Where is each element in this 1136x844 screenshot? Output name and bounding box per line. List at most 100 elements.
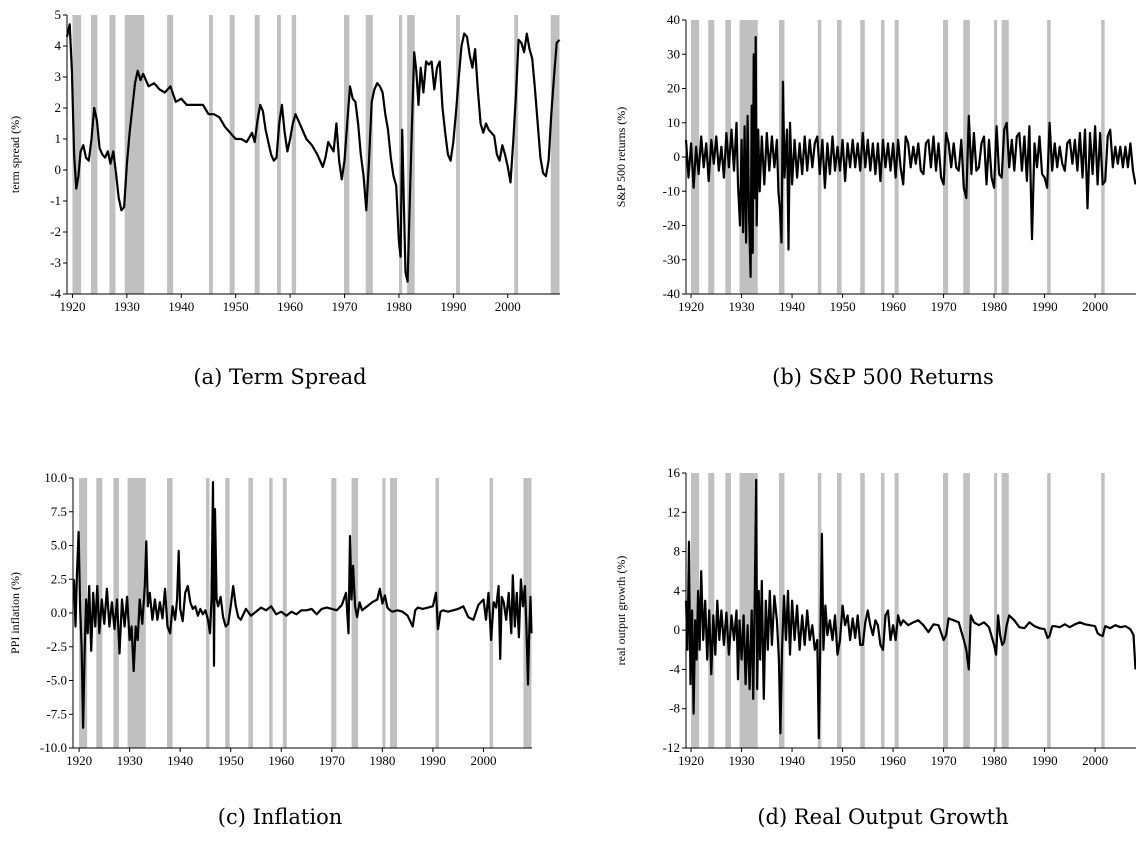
y-tick-label: 20	[667, 81, 680, 96]
recession-band-8	[277, 15, 281, 294]
y-axis-label: S&P 500 returns (%)	[614, 107, 628, 208]
recession-band-1	[708, 473, 715, 748]
term-spread-chart: -4 -3 -2 -1 0 1 2 3 4 5 1920 1930 1940 1950 1960 1970 19…	[8, 7, 561, 314]
y-tick-label: 40	[667, 12, 680, 27]
recession-band-6	[225, 478, 230, 748]
x-tick-label: 1920	[678, 299, 704, 314]
y-tick-label: -4	[669, 661, 680, 676]
y-tick-label: -8	[669, 701, 680, 716]
x-tick-label: 1990	[440, 299, 466, 314]
recession-band-7	[248, 478, 253, 748]
recession-band-12	[382, 478, 386, 748]
x-tick-label: 1930	[117, 753, 143, 768]
recession-band-12	[994, 473, 998, 748]
y-tick-label: 2	[55, 100, 62, 115]
recession-band-3	[127, 478, 146, 748]
y-tick-label: -5.0	[46, 673, 67, 688]
y-tick-label: -2	[50, 224, 61, 239]
y-tick-label: 0.0	[51, 605, 67, 620]
recession-band-3	[124, 15, 145, 294]
y-tick-label: 16	[667, 465, 681, 480]
y-tick-label: -20	[663, 218, 680, 233]
recession-band-15	[514, 15, 519, 294]
x-tick-label: 2000	[1082, 299, 1108, 314]
x-tick-label: 1920	[678, 753, 704, 768]
recession-band-6	[837, 473, 842, 748]
x-tick-label: 1950	[830, 753, 856, 768]
y-tick-label: 5.0	[51, 538, 67, 553]
y-tick-label: 3	[55, 69, 62, 84]
y-tick-label: 0	[674, 149, 681, 164]
x-tick-label: 1940	[779, 299, 805, 314]
sp500-returns-chart: -40 -30 -20 -10 0 10 20 30 40 1920 1930 1940 1950 196…	[614, 12, 1136, 314]
y-tick-label: -10.0	[40, 740, 67, 755]
recession-band-7	[254, 15, 260, 294]
y-axis-label: term spread (%)	[8, 116, 22, 193]
x-tick-label: 1970	[931, 753, 957, 768]
x-tick-label: 1980	[386, 299, 412, 314]
recession-band-6	[229, 15, 235, 294]
y-tick-label: 10.0	[44, 470, 67, 485]
x-tick-label: 1980	[981, 753, 1007, 768]
recession-band-9	[282, 478, 287, 748]
recession-band-10	[943, 473, 949, 748]
y-tick-label: 0	[55, 162, 62, 177]
x-tick-label: 1930	[729, 753, 755, 768]
series-line-0	[72, 481, 533, 729]
x-tick-label: 1960	[268, 753, 294, 768]
recession-band-7	[860, 473, 865, 748]
recession-band-0	[79, 478, 88, 748]
x-tick-label: 1970	[931, 299, 957, 314]
y-tick-label: 12	[667, 504, 680, 519]
caption-inflation: (c) Inflation	[217, 805, 343, 829]
x-tick-label: 1980	[369, 753, 395, 768]
x-tick-label: 1960	[880, 299, 906, 314]
recession-band-5	[205, 478, 210, 748]
recession-band-0	[72, 15, 82, 294]
caption-real-output-growth: (d) Real Output Growth	[757, 805, 1009, 829]
recession-band-14	[1047, 473, 1051, 748]
panel-inflation: -10.0 -7.5 -5.0 -2.5 0.0 2.5 5.0 7.5 10.0 1920 193…	[0, 462, 560, 844]
panel-sp500-returns: -40 -30 -20 -10 0 10 20 30 40 1920 1930 1940 1950 196…	[578, 0, 1136, 400]
recession-band-4	[778, 473, 785, 748]
y-tick-label: -12	[663, 740, 680, 755]
x-tick-label: 2000	[470, 753, 496, 768]
recession-band-7	[860, 20, 865, 294]
x-tick-label: 1930	[729, 299, 755, 314]
y-tick-label: 1	[55, 131, 62, 146]
series-line-0	[65, 23, 561, 283]
recession-band-11	[963, 473, 970, 748]
recession-band-10	[331, 478, 337, 748]
series-line-0	[684, 478, 1136, 740]
inflation-chart: -10.0 -7.5 -5.0 -2.5 0.0 2.5 5.0 7.5 10.0 1920 193…	[8, 470, 533, 768]
recession-band-16	[550, 15, 560, 294]
x-tick-label: 1980	[981, 299, 1007, 314]
caption-sp500-returns: (b) S&P 500 Returns	[772, 365, 994, 389]
recession-band-8	[880, 473, 885, 748]
recession-band-15	[1101, 473, 1105, 748]
y-tick-label: 4	[55, 38, 62, 53]
y-tick-label: -40	[663, 286, 680, 301]
x-tick-label: 1990	[420, 753, 446, 768]
recession-band-13	[1001, 473, 1009, 748]
x-tick-label: 1950	[830, 299, 856, 314]
y-tick-label: 2.5	[51, 571, 67, 586]
recession-band-15	[489, 478, 494, 748]
x-tick-label: 1960	[880, 753, 906, 768]
y-tick-label: -1	[50, 193, 61, 208]
recession-band-13	[389, 478, 398, 748]
panel-term-spread: -4 -3 -2 -1 0 1 2 3 4 5 1920 1930 1940 1950 1960 1970 19…	[0, 0, 561, 400]
x-tick-label: 1940	[779, 753, 805, 768]
recession-band-12	[398, 15, 403, 294]
y-tick-label: -4	[50, 286, 61, 301]
y-tick-label: -30	[663, 252, 680, 267]
recession-band-0	[691, 473, 700, 748]
recession-band-9	[894, 473, 899, 748]
recession-band-10	[343, 15, 350, 294]
x-tick-label: 1970	[319, 753, 345, 768]
x-tick-label: 1990	[1032, 753, 1058, 768]
y-tick-label: -3	[50, 255, 61, 270]
y-tick-label: -7.5	[46, 706, 67, 721]
y-tick-label: 7.5	[51, 504, 67, 519]
x-tick-label: 1940	[168, 299, 194, 314]
